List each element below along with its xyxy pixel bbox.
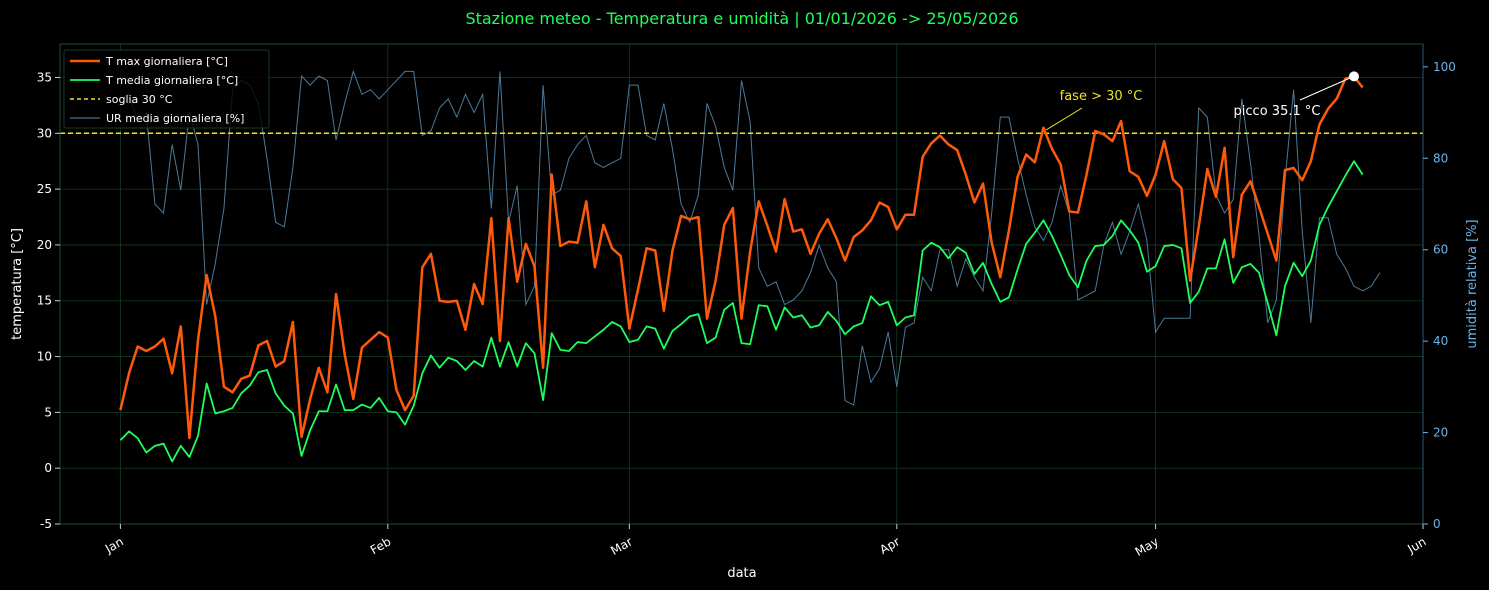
- axes: [59, 43, 1424, 525]
- y2-tick-label: 0: [1433, 517, 1441, 531]
- legend-label-tmean: T media giornaliera [°C]: [105, 74, 238, 87]
- y-axis-label: temperatura [°C]: [10, 228, 25, 340]
- legend: T max giornaliera [°C] T media giornalie…: [63, 49, 270, 129]
- y-tick-label: 10: [37, 350, 52, 364]
- y2-tick-label: 40: [1433, 334, 1448, 348]
- y-tick-label: 25: [37, 182, 52, 196]
- x-axis-label: data: [727, 566, 756, 581]
- y-tick-label: 35: [37, 70, 52, 84]
- legend-label-threshold: soglia 30 °C: [106, 93, 173, 106]
- y-tick-label: 0: [44, 461, 52, 475]
- y2-axis-ticks: 0 20 40 60 80 100: [1423, 60, 1456, 531]
- annotations: fase > 30 °C picco 35.1 °C: [1045, 71, 1359, 131]
- legend-label-tmax: T max giornaliera [°C]: [105, 55, 228, 68]
- series-humidity-line: [120, 69, 1381, 406]
- annotation-threshold-arrow: [1045, 107, 1083, 131]
- y-tick-label: -5: [40, 517, 52, 531]
- series-tmean-line: [119, 160, 1364, 463]
- y-tick-label: 5: [44, 405, 52, 419]
- peak-marker: [1348, 71, 1359, 82]
- annotation-threshold: fase > 30 °C: [1060, 89, 1143, 104]
- y2-tick-label: 100: [1433, 60, 1456, 74]
- chart-title: Stazione meteo - Temperatura e umidità |…: [465, 9, 1018, 28]
- y2-tick-label: 20: [1433, 426, 1448, 440]
- series-layer: [60, 69, 1423, 463]
- y2-axis-label: umidità relativa [%]: [1465, 219, 1480, 348]
- legend-label-humidity: UR media giornaliera [%]: [106, 112, 244, 125]
- y2-tick-label: 80: [1433, 151, 1448, 165]
- y-tick-label: 20: [37, 238, 52, 252]
- y2-tick-label: 60: [1433, 243, 1448, 257]
- y-tick-label: 30: [37, 126, 52, 140]
- annotation-peak-arrow: [1299, 77, 1351, 101]
- legend-box: [63, 49, 270, 129]
- y-tick-label: 15: [37, 294, 52, 308]
- y-axis-ticks: -5 0 5 10 15 20 25 30 35: [37, 70, 60, 531]
- annotation-peak: picco 35.1 °C: [1234, 104, 1321, 119]
- series-tmax-line: [119, 75, 1364, 440]
